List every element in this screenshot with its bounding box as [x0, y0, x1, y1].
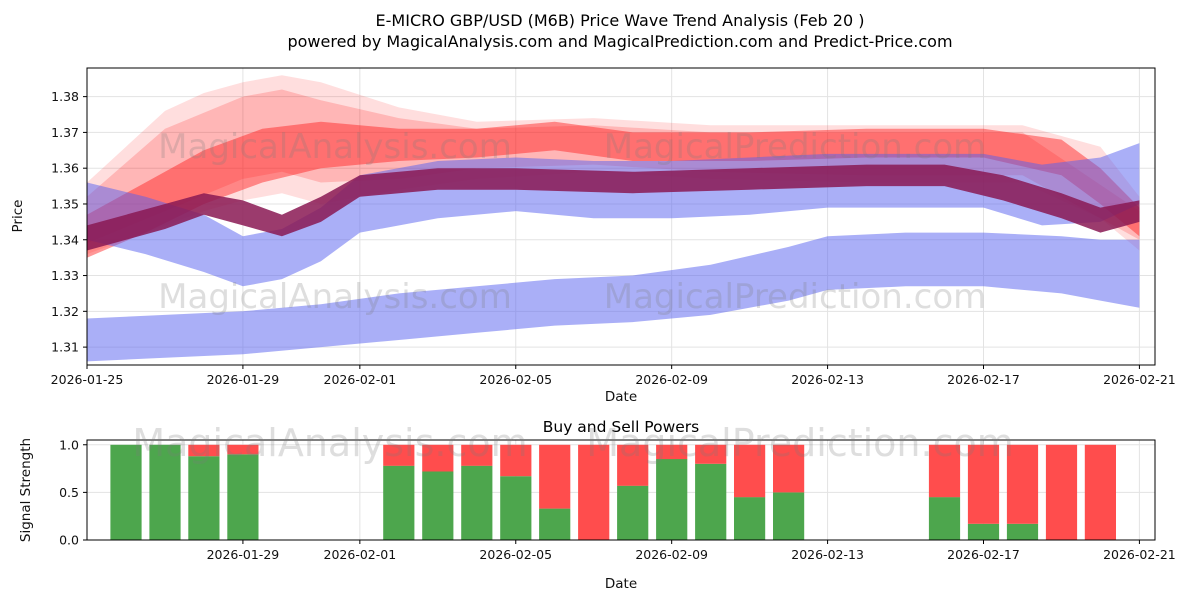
- y-tick-label: 1.35: [51, 196, 79, 211]
- sell-bar-segment: [500, 444, 532, 477]
- signal-chart: Buy and Sell Powers 2026-01-29 2026-02-01…: [18, 418, 1176, 592]
- x-tick-label: 2026-02-09: [635, 372, 708, 387]
- sell-bar-segment: [656, 444, 688, 460]
- y-tick-label: 1.36: [51, 161, 79, 176]
- buy-bar-segment: [461, 465, 493, 540]
- buy-bar-segment: [967, 523, 1000, 540]
- x-tick-label: 2026-01-25: [51, 372, 124, 387]
- buy-bar-segment: [1006, 523, 1039, 540]
- y-tick-label: 0.5: [59, 485, 79, 500]
- x-tick-label: 2026-02-13: [791, 547, 864, 562]
- sell-bar-segment: [695, 444, 727, 464]
- band-forecast-fan-mid: [87, 89, 1140, 244]
- y-tick-label: 1.34: [51, 232, 79, 247]
- sell-bar-segment: [422, 444, 454, 472]
- sell-bar-segment: [1084, 444, 1116, 540]
- signal-plot-border: [86, 439, 1156, 541]
- buy-bar-segment: [695, 463, 727, 540]
- y-tick-label: 1.32: [51, 304, 79, 319]
- x-tick-label: 2026-02-01: [324, 547, 397, 562]
- buy-bar-segment: [422, 471, 454, 540]
- x-tick-label: 2026-02-21: [1103, 547, 1176, 562]
- signal-plot-area: 2026-01-29 2026-02-01 2026-02-05 2026-02-09…: [59, 437, 1176, 562]
- y-tick-label: 1.0: [59, 437, 79, 452]
- x-tick-label: 2026-02-17: [947, 547, 1020, 562]
- band-support-band-lower: [87, 232, 1140, 362]
- sell-bar-segment: [734, 444, 766, 498]
- sell-bar-segment: [227, 444, 259, 455]
- sell-bar-segment: [967, 444, 1000, 524]
- signal-chart-title: Buy and Sell Powers: [543, 418, 700, 436]
- buy-bar-segment: [773, 492, 805, 540]
- watermark-prediction: MagicalPrediction.com: [586, 421, 1014, 465]
- chart-subtitle: powered by MagicalAnalysis.com and Magic…: [287, 32, 953, 51]
- sell-bar-segment: [773, 444, 805, 493]
- sell-bar-segment: [539, 444, 571, 509]
- x-tick-label: 2026-02-01: [324, 372, 397, 387]
- buy-bar-segment: [734, 497, 766, 540]
- sell-bar-segment: [1006, 444, 1039, 524]
- x-tick-label: 2026-02-05: [479, 547, 552, 562]
- watermark-prediction: MagicalPrediction.com: [604, 277, 987, 317]
- date-axis-label-top: Date: [605, 389, 637, 405]
- x-tick-label: 2026-01-29: [207, 372, 280, 387]
- y-tick-label: 1.33: [51, 268, 79, 283]
- price-chart: 2026-01-25 2026-01-29 2026-02-01 2026-02-05…: [10, 67, 1176, 405]
- y-tick-label: 1.37: [51, 125, 79, 140]
- x-tick-label: 2026-02-13: [791, 372, 864, 387]
- sell-bar-segment: [578, 444, 610, 540]
- watermark-analysis: MagicalAnalysis.com: [158, 277, 512, 317]
- y-tick-label: 1.38: [51, 89, 79, 104]
- sell-bar-segment: [617, 444, 649, 486]
- sell-bar-segment: [1045, 444, 1078, 540]
- sell-bar-segment: [928, 444, 961, 498]
- buy-bar-segment: [928, 497, 961, 540]
- price-plot-area: 2026-01-25 2026-01-29 2026-02-01 2026-02-05…: [51, 67, 1176, 387]
- price-plot-border: [86, 67, 1156, 366]
- sell-bar-segment: [461, 444, 493, 466]
- buy-bar-segment: [383, 465, 415, 540]
- buy-bar-segment: [656, 459, 688, 540]
- price-axis-label: Price: [10, 200, 26, 233]
- sell-bar-segment: [383, 444, 415, 466]
- x-tick-label: 2026-02-05: [479, 372, 552, 387]
- x-tick-label: 2026-01-29: [207, 547, 280, 562]
- watermark-analysis: MagicalAnalysis.com: [132, 421, 527, 465]
- signal-axis-label: Signal Strength: [18, 438, 34, 542]
- buy-bar-segment: [188, 456, 220, 540]
- buy-bar-segment: [227, 454, 259, 540]
- chart-header: E-MICRO GBP/USD (M6B) Price Wave Trend A…: [40, 10, 1200, 52]
- sell-bar-segment: [188, 444, 220, 457]
- buy-bar-segment: [539, 508, 571, 540]
- buy-bar-segment: [617, 485, 649, 540]
- x-tick-label: 2026-02-21: [1103, 372, 1176, 387]
- buy-bar-segment: [149, 444, 181, 540]
- x-tick-label: 2026-02-17: [947, 372, 1020, 387]
- watermark-analysis: MagicalAnalysis.com: [158, 127, 512, 167]
- watermark-prediction: MagicalPrediction.com: [604, 127, 987, 167]
- y-tick-label: 0.0: [59, 533, 79, 548]
- date-axis-label-bottom: Date: [605, 576, 637, 592]
- y-tick-label: 1.31: [51, 340, 79, 355]
- buy-bar-segment: [110, 444, 142, 540]
- band-trend-core-band: [87, 164, 1140, 251]
- chart-title: E-MICRO GBP/USD (M6B) Price Wave Trend A…: [375, 11, 865, 30]
- buy-bar-segment: [500, 476, 532, 540]
- x-tick-label: 2026-02-09: [635, 547, 708, 562]
